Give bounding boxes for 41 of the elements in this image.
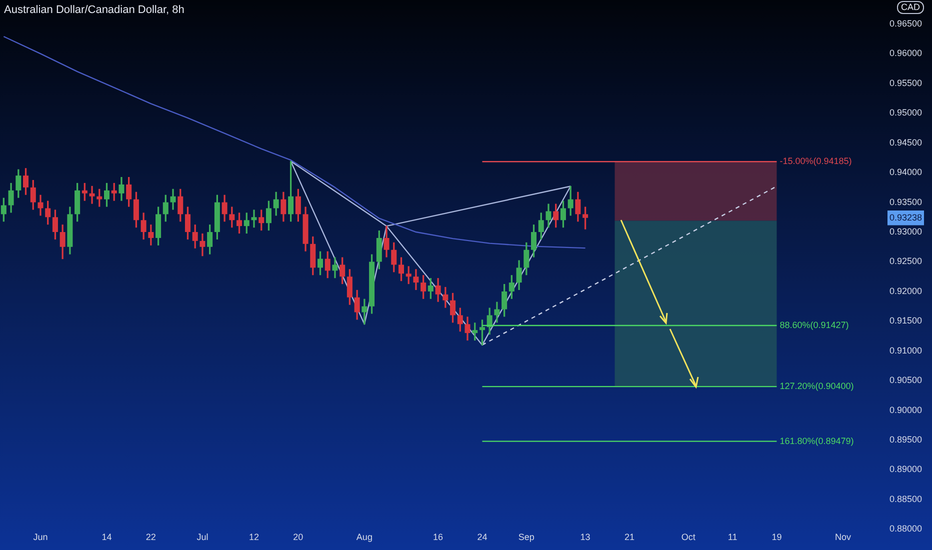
x-tick-label: Jul (196, 532, 208, 542)
y-tick-label: 0.92000 (889, 286, 922, 296)
x-tick-label: 16 (433, 532, 444, 542)
y-tick-label: 0.95500 (889, 78, 922, 88)
x-tick-label: 14 (102, 532, 112, 542)
x-tick-label: Nov (834, 532, 852, 542)
y-tick-label: 0.93500 (889, 196, 922, 207)
y-tick-label: 0.91000 (889, 345, 922, 356)
y-tick-label: 0.94000 (889, 167, 922, 178)
y-tick-label: 0.91500 (889, 316, 922, 326)
ref-line-label: 161.80%(0.89479) (780, 436, 854, 446)
y-tick-label: 0.96000 (889, 48, 922, 58)
text: CAD (896, 1, 924, 14)
y-tick-label: 0.94500 (889, 137, 922, 148)
x-tick-label: Sep (518, 532, 534, 542)
x-tick-label: 11 (728, 532, 738, 542)
y-tick-label: 0.89500 (889, 434, 922, 445)
x-tick-label: Oct (681, 532, 696, 542)
x-tick-label: 19 (772, 532, 782, 542)
y-tick-label: 0.95000 (889, 108, 922, 118)
x-tick-label: 12 (248, 532, 260, 542)
ref-line-label: -15.00%(0.94185) (780, 156, 852, 166)
ref-line-label: 88.60%(0.91427) (780, 320, 849, 330)
ref-line-label: 127.20%(0.90400) (780, 381, 854, 392)
chart-title: Australian Dollar/Canadian Dollar, 8h (4, 4, 184, 16)
x-tick-label: 13 (580, 532, 590, 542)
x-tick-label: 20 (293, 532, 304, 542)
y-tick-label: 0.93238 (889, 212, 922, 222)
y-tick-label: 0.93000 (889, 226, 922, 237)
x-tick-label: Jun (33, 532, 48, 542)
x-tick-label: Aug (356, 532, 372, 542)
x-tick-label: 22 (146, 532, 156, 542)
x-tick-label: 24 (477, 532, 488, 542)
y-tick-label: 0.96500 (889, 18, 922, 28)
y-tick-label: 0.88500 (889, 494, 922, 504)
y-tick-label: 0.88000 (889, 524, 922, 534)
x-tick-label: 21 (624, 532, 634, 542)
y-tick-label: 0.92500 (889, 256, 922, 266)
y-tick-label: 0.89000 (889, 464, 922, 474)
y-tick-label: 0.90000 (889, 404, 922, 415)
y-tick-label: 0.90500 (889, 375, 922, 386)
